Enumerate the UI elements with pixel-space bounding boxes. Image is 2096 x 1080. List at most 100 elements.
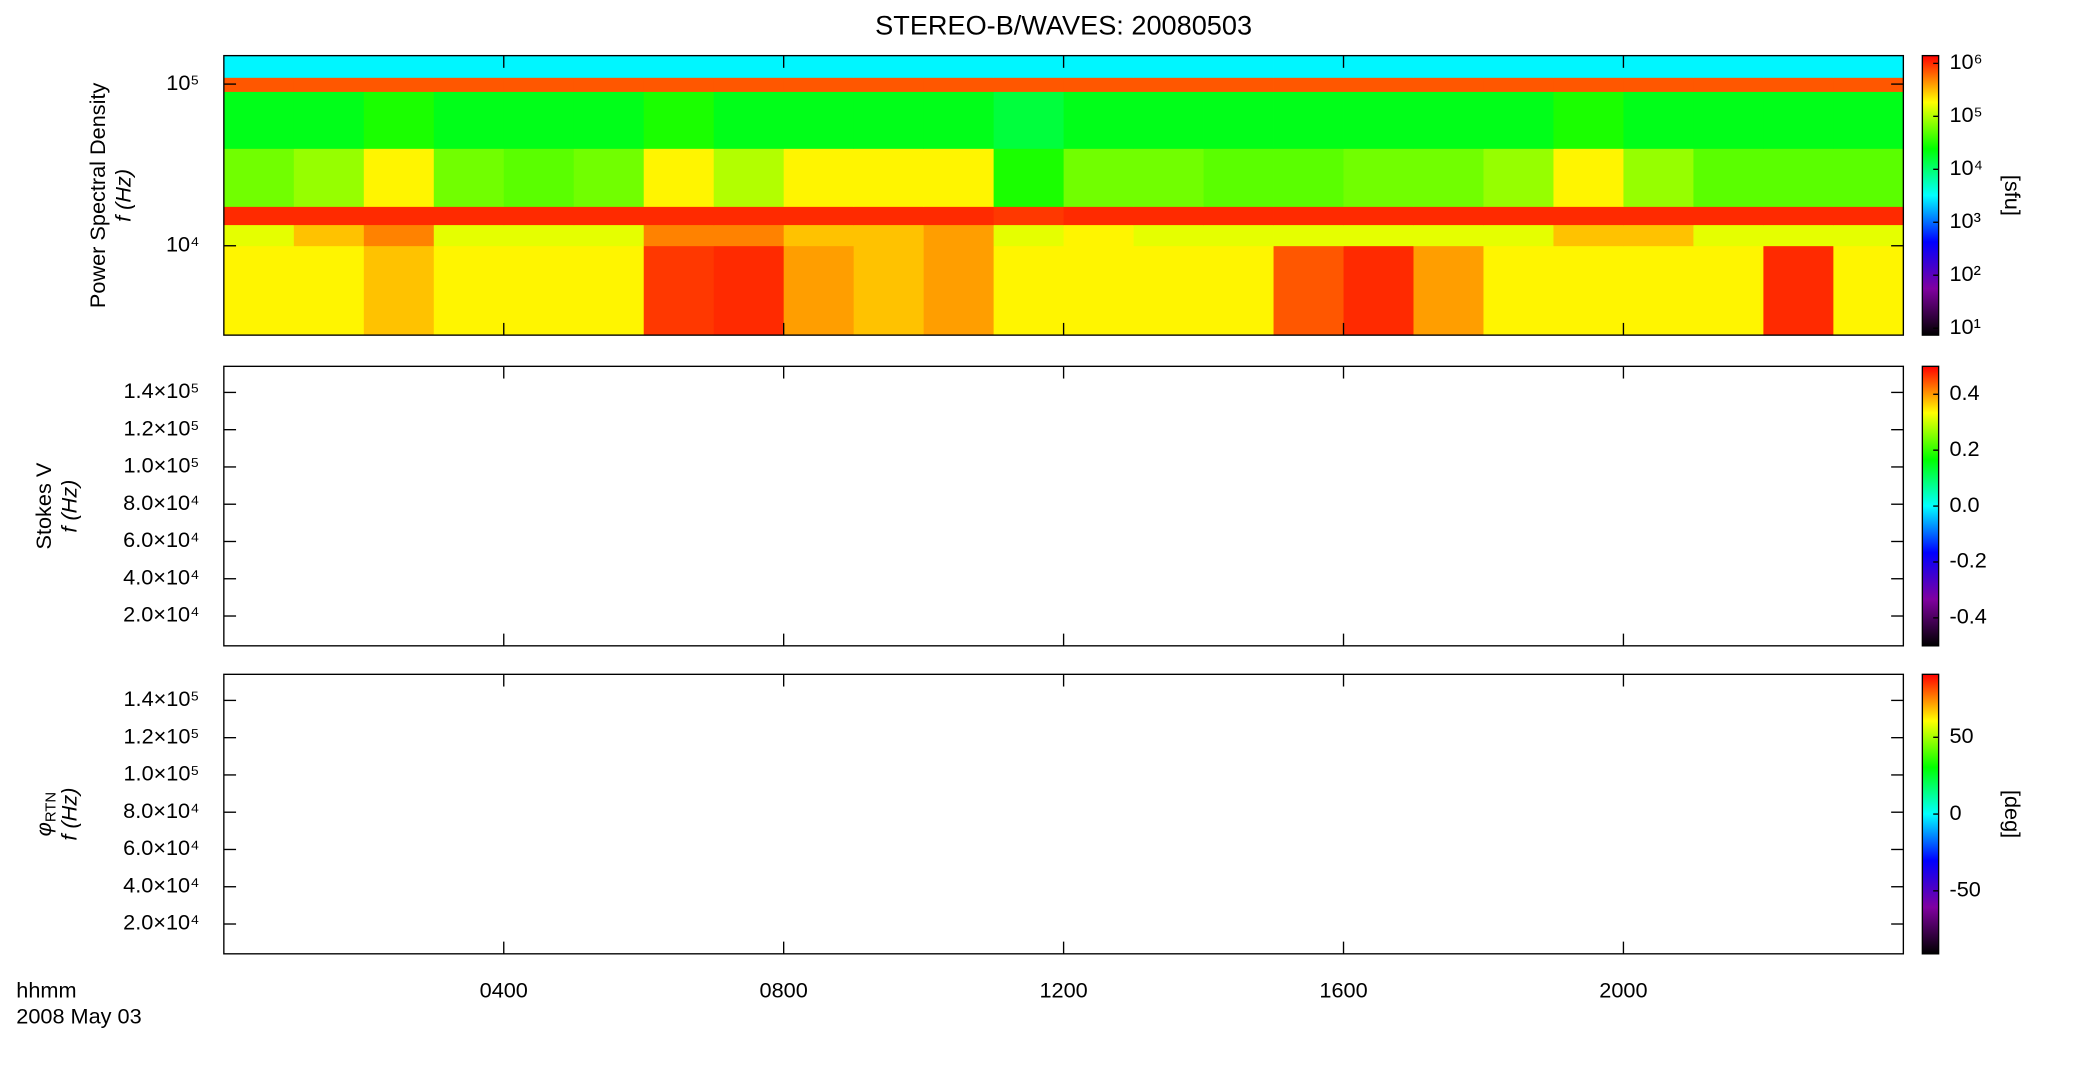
heatmap-cell (1413, 148, 1484, 207)
heatmap-cell (1553, 245, 1624, 336)
heatmap-cell (1553, 77, 1624, 92)
heatmap-cell (433, 77, 505, 92)
heatmap-cell (1273, 77, 1344, 92)
date-label: 2008 May 03 (16, 1003, 141, 1028)
heatmap-cell (1133, 77, 1204, 92)
heatmap-cell (223, 148, 295, 207)
plot-frame (223, 673, 1905, 955)
heatmap-cell (1273, 245, 1344, 336)
colorbar-tick-label: -0.4 (1949, 604, 1986, 629)
y-tick-label: 8.0×10⁴ (123, 490, 199, 515)
x-axis-label: hhmm (16, 978, 76, 1003)
heatmap-cell (1693, 91, 1764, 149)
heatmap-cell (1273, 148, 1344, 207)
heatmap-cell (1413, 245, 1484, 336)
heatmap-cell (433, 91, 505, 149)
heatmap-cell (1133, 224, 1204, 247)
heatmap-cell (713, 91, 785, 149)
heatmap-cell (1693, 148, 1764, 207)
heatmap-cell (223, 224, 295, 247)
heatmap-cell (1273, 224, 1344, 247)
heatmap-cell (783, 224, 855, 247)
heatmap-cell (1483, 245, 1554, 336)
y-axis-label: φRTN (31, 792, 60, 837)
heatmap-cell (573, 245, 645, 336)
y-tick-label: 10⁵ (166, 70, 199, 95)
heatmap-cell (1623, 245, 1694, 336)
heatmap-cell (783, 245, 855, 336)
heatmap-cell (1203, 55, 1274, 78)
y-tick-label: 4.0×10⁴ (123, 872, 199, 897)
heatmap-cell (783, 206, 855, 226)
colorbar-label: [sfu] (2000, 175, 2025, 216)
heatmap-cell (643, 245, 715, 336)
y-tick-label: 10⁴ (166, 231, 199, 256)
heatmap-cell (783, 91, 855, 149)
y-tick-label: 1.0×10⁵ (123, 761, 199, 786)
heatmap-cell (1063, 224, 1134, 247)
x-tick-label: 1200 (1039, 978, 1087, 1003)
heatmap-cell (1203, 224, 1274, 247)
heatmap-cell (713, 206, 785, 226)
heatmap-cell (1833, 55, 1904, 78)
y-tick-label: 2.0×10⁴ (123, 602, 199, 627)
y-tick-label: 2.0×10⁴ (123, 910, 199, 935)
heatmap-cell (293, 55, 365, 78)
heatmap-cell (1063, 148, 1134, 207)
heatmap-cell (1133, 245, 1204, 336)
colorbar (1921, 54, 1940, 336)
y-axis-label-subscript: RTN (42, 792, 59, 822)
heatmap-cell (1623, 148, 1694, 207)
heatmap-cell (993, 77, 1065, 92)
heatmap-cell (853, 224, 925, 247)
y-tick-label: 1.0×10⁵ (123, 453, 199, 478)
heatmap-cell (1763, 206, 1834, 226)
heatmap-cell (853, 245, 925, 336)
heatmap-cell (1763, 148, 1834, 207)
heatmap-cell (223, 77, 295, 92)
heatmap-cell (853, 206, 925, 226)
heatmap-cell (923, 91, 995, 149)
heatmap-cell (923, 245, 995, 336)
heatmap-cell (1203, 91, 1274, 149)
heatmap-cell (363, 77, 435, 92)
heatmap-cell (363, 148, 435, 207)
heatmap-cell (573, 55, 645, 78)
heatmap-cell (1483, 206, 1554, 226)
heatmap-cell (1693, 55, 1764, 78)
heatmap-cell (1553, 55, 1624, 78)
heatmap-cell (1763, 91, 1834, 149)
heatmap-cell (1203, 148, 1274, 207)
heatmap-cell (573, 91, 645, 149)
heatmap-cell (783, 148, 855, 207)
heatmap-cell (1063, 77, 1134, 92)
x-tick-label: 0400 (480, 978, 528, 1003)
heatmap-cell (1063, 245, 1134, 336)
heatmap-cell (503, 77, 575, 92)
heatmap-cell (1063, 55, 1134, 78)
colorbar-tick-label: 10⁴ (1949, 155, 1982, 180)
colorbar-tick-label: 0 (1949, 800, 1961, 825)
heatmap-cell (293, 148, 365, 207)
colorbar-tick-label: 0.2 (1949, 436, 1979, 461)
heatmap-cell (1483, 224, 1554, 247)
heatmap-cell (1623, 55, 1694, 78)
x-tick-label: 0800 (760, 978, 808, 1003)
heatmap-cell (1273, 206, 1344, 226)
heatmap-cell (1553, 91, 1624, 149)
heatmap-cell (1203, 206, 1274, 226)
heatmap-cell (1343, 55, 1414, 78)
heatmap-cell (1343, 77, 1414, 92)
heatmap-cell (1833, 77, 1904, 92)
heatmap-cell (1413, 91, 1484, 149)
heatmap-cell (433, 55, 505, 78)
heatmap-cell (1483, 91, 1554, 149)
heatmap-cell (1763, 245, 1834, 336)
heatmap-cell (643, 148, 715, 207)
heatmap-cell (853, 55, 925, 78)
heatmap-cell (1833, 148, 1904, 207)
heatmap-cell (853, 77, 925, 92)
y-axis-label: f (Hz) (111, 169, 136, 222)
y-axis-label-text: Power Spectral Density (85, 83, 110, 309)
